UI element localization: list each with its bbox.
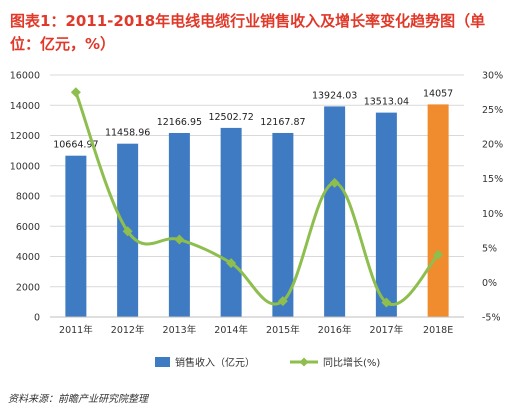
bar-data-label: 11458.96 (105, 128, 150, 139)
line-point (433, 249, 444, 260)
bar (168, 132, 190, 317)
left-axis-tick-label: 4000 (16, 252, 40, 263)
right-axis-tick-label: 0% (482, 278, 497, 289)
line-point (226, 258, 237, 269)
line-point (70, 87, 81, 98)
left-axis-tick-label: 12000 (10, 131, 40, 142)
line-series (70, 87, 444, 308)
legend: 销售收入（亿元） 同比增长(%) (155, 356, 380, 369)
source-note: 资料来源：前瞻产业研究院整理 (8, 394, 148, 405)
x-axis-tick-label: 2014年 (214, 324, 248, 336)
bar (220, 127, 242, 317)
x-axis-tick-label: 2015年 (266, 324, 300, 336)
left-axis-tick-label: 2000 (16, 282, 40, 293)
bar-data-labels: 10664.97 11458.96 12166.95 12502.72 12167.87… (53, 88, 453, 150)
left-axis-tick-label: 8000 (16, 192, 40, 203)
right-axis-tick-label: 20% (482, 140, 503, 151)
left-axis-tick-label: 6000 (16, 222, 40, 233)
bar (427, 104, 449, 317)
left-axis-tick-label: 0 (34, 313, 40, 324)
left-axis-tick-label: 16000 (10, 71, 40, 82)
right-axis-tick-label: -5% (482, 313, 501, 324)
x-axis-tick-label: 2011年 (59, 324, 93, 336)
x-axis-tick-label: 2012年 (111, 324, 145, 336)
line-point (329, 177, 340, 188)
bar-data-label: 13924.03 (312, 90, 357, 101)
bar (65, 155, 87, 317)
left-axis-tick-label: 14000 (10, 101, 40, 112)
right-axis-tick-label: 5% (482, 243, 497, 254)
right-axis-tick-label: 30% (482, 71, 503, 82)
line-point (381, 297, 392, 308)
bar-series (65, 104, 449, 318)
legend-swatch-bar (155, 357, 170, 367)
left-axis-tick-label: 10000 (10, 161, 40, 172)
bar (375, 112, 397, 318)
bar-data-label: 14057 (423, 88, 453, 99)
x-axis-tick-label: 2018E (423, 325, 453, 336)
x-axis-tick-label: 2017年 (370, 324, 404, 336)
line-point (174, 234, 185, 245)
right-axis-tick-label: 25% (482, 105, 503, 116)
bar-data-label: 10664.97 (53, 140, 98, 151)
chart-title: 图表1：2011-2018年电线电缆行业销售收入及增长率变化趋势图（单位：亿元，… (10, 12, 486, 53)
right-axis-tick-label: 15% (482, 174, 503, 185)
bar-data-label: 13513.04 (364, 97, 409, 108)
bar (324, 106, 346, 317)
line-point (277, 296, 288, 307)
left-axis-tick-labels: 0 2000 4000 6000 8000 10000 12000 14000 16000 (10, 71, 40, 324)
legend-swatch-marker (299, 357, 309, 367)
bar-data-label: 12166.95 (157, 117, 202, 128)
x-axis-tick-labels: 2011年 2012年 2013年 2014年 2015年 2016年 2017年 2018E (50, 316, 464, 336)
x-axis-tick-label: 2013年 (163, 324, 197, 336)
x-axis-tick-label: 2016年 (318, 324, 352, 336)
bar (272, 132, 294, 317)
bar-data-label: 12502.72 (208, 112, 253, 123)
right-axis-tick-label: 10% (482, 209, 503, 220)
bar-data-label: 12167.87 (260, 117, 305, 128)
line-point (122, 226, 133, 237)
legend-label-line: 同比增长(%) (323, 356, 380, 369)
legend-label-bar: 销售收入（亿元） (175, 356, 255, 369)
right-axis-tick-labels: -5% 0% 5% 10% 15% 20% 25% 30% (482, 71, 503, 324)
